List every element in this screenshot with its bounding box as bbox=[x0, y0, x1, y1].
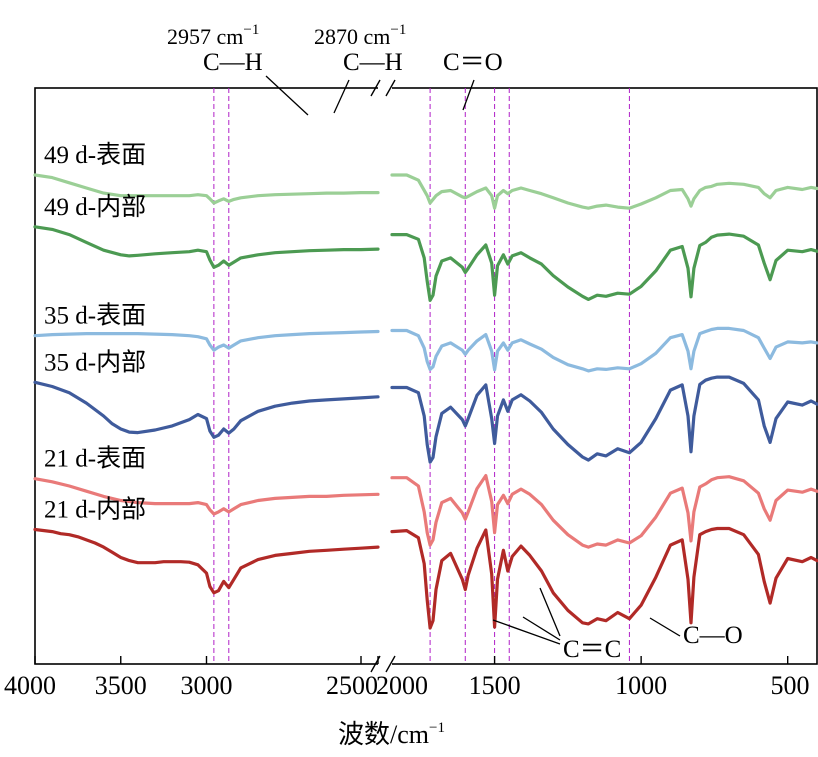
annotation-cc: C＝C bbox=[563, 636, 621, 663]
series-line-2-seg2 bbox=[392, 234, 817, 300]
leader-co-double bbox=[463, 80, 474, 110]
x-tick-label-1500: 1500 bbox=[469, 671, 521, 700]
annotation-2957: 2957 cm−1 bbox=[167, 22, 259, 49]
annotation-ch-1: C—H bbox=[203, 49, 263, 76]
x-tick-label-500: 500 bbox=[771, 671, 810, 700]
series-label-4: 35 d-内部 bbox=[44, 348, 146, 376]
series-label-5: 21 d-表面 bbox=[44, 445, 146, 473]
series-line-4-seg2 bbox=[392, 377, 817, 462]
annotation-co-double: C＝O bbox=[443, 49, 503, 76]
series-3 bbox=[35, 328, 817, 371]
x-tick-label-2500: 2500 bbox=[326, 671, 378, 700]
annotation-co-single: C—O bbox=[683, 622, 743, 649]
series-line-5-seg2 bbox=[392, 476, 817, 547]
series-label-3: 35 d-表面 bbox=[44, 302, 146, 330]
series-4 bbox=[35, 377, 817, 462]
x-tick-label-1000: 1000 bbox=[615, 671, 667, 700]
series-label-2: 49 d-内部 bbox=[44, 193, 146, 221]
x-tick-label-3500: 3500 bbox=[95, 671, 147, 700]
series-label-1: 49 d-表面 bbox=[44, 141, 146, 169]
leader-2957 bbox=[266, 76, 308, 115]
annotation-ch-2: C—H bbox=[343, 49, 403, 76]
x-tick-label-3000: 3000 bbox=[181, 671, 233, 700]
series-label-6: 21 d-内部 bbox=[44, 496, 146, 524]
annotations: 2957 cm−1 2870 cm−1 C—H C—H C＝O C＝C C—O … bbox=[167, 22, 743, 749]
x-tick-label-4000: 4000 bbox=[4, 671, 56, 700]
x-axis-label: 波数/cm−1 bbox=[338, 720, 445, 749]
series-line-6-seg1 bbox=[35, 530, 378, 593]
series-6 bbox=[35, 529, 817, 629]
series-2 bbox=[35, 227, 817, 301]
series-line-2-seg1 bbox=[35, 227, 378, 267]
series-1 bbox=[35, 175, 817, 208]
series-line-1-seg2 bbox=[392, 175, 817, 208]
leader-co-single bbox=[650, 618, 680, 636]
series-line-4-seg1 bbox=[35, 382, 378, 437]
leader-cc-2 bbox=[523, 617, 560, 640]
leader-cc-1 bbox=[493, 620, 560, 644]
leader-2870 bbox=[334, 80, 349, 113]
annotation-2870: 2870 cm−1 bbox=[314, 22, 406, 49]
series-line-3-seg1 bbox=[35, 332, 378, 351]
plot-area: 49 d-表面 49 d-内部 35 d-表面 35 d-内部 21 d-表面 21 d-… bbox=[4, 80, 817, 700]
x-tick-label-2000: 2000 bbox=[376, 671, 428, 700]
series-line-3-seg2 bbox=[392, 328, 817, 371]
